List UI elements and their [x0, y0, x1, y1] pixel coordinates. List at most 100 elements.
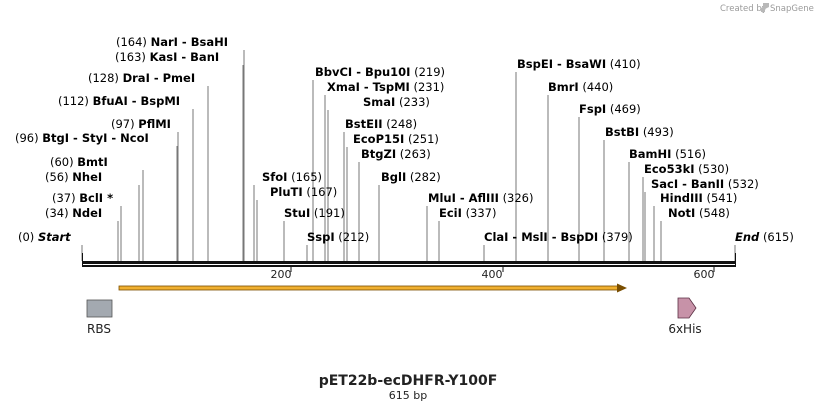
site-label-hindiii: HindIII (541)	[660, 191, 737, 205]
site-position: (541)	[706, 191, 737, 205]
site-position: (493)	[643, 125, 674, 139]
site-name: End	[735, 230, 760, 244]
site-label-bstbi: BstBI (493)	[605, 125, 674, 139]
site-label-bfuai: (112) BfuAI - BspMI	[58, 94, 180, 108]
orf-arrowhead-icon	[617, 283, 627, 293]
site-label-nari: (164) NarI - BsaHI	[116, 35, 228, 49]
site-name: StuI	[284, 206, 310, 220]
site-name: BmrI	[548, 80, 579, 94]
snapgene-logo-icon	[761, 3, 769, 12]
site-name: BclI *	[79, 191, 113, 205]
site-position: (410)	[610, 57, 641, 71]
site-label-nhei: (56) NheI	[45, 170, 102, 184]
site-label-start: (0) Start	[18, 230, 71, 244]
feature-6xhis: 6xHis	[668, 297, 702, 336]
site-label-sspi: SspI (212)	[307, 230, 369, 244]
ruler: 200 400 600	[271, 267, 715, 281]
site-name: BtgI - StyI - NcoI	[42, 131, 149, 145]
his-tag-arrow-icon	[677, 297, 697, 319]
site-label-stui: StuI (191)	[284, 206, 345, 220]
end-end-mark	[735, 253, 736, 267]
site-name: BglI	[381, 170, 406, 184]
site-position: (56)	[45, 170, 69, 184]
site-label-bmti: (60) BmtI	[50, 155, 108, 169]
site-label-ndei: (34) NdeI	[45, 206, 102, 220]
site-label-smai: SmaI (233)	[363, 95, 430, 109]
site-name: HindIII	[660, 191, 703, 205]
site-name: Start	[38, 230, 71, 244]
site-name: XmaI - TspMI	[327, 80, 410, 94]
site-position: (231)	[413, 80, 444, 94]
site-position: (469)	[610, 102, 641, 116]
site-label-fspi: FspI (469)	[579, 102, 641, 116]
forward-strand	[82, 261, 736, 264]
site-position: (251)	[408, 132, 439, 146]
site-name: NdeI	[72, 206, 102, 220]
rbs-label: RBS	[87, 322, 111, 336]
site-position: (128)	[88, 71, 119, 85]
site-position: (615)	[763, 230, 794, 244]
site-label-drai: (128) DraI - PmeI	[88, 71, 195, 85]
credit-prefix: Created by	[720, 4, 767, 14]
credit-brand: SnapGene	[770, 4, 814, 14]
ruler-label-600: 600	[694, 268, 715, 281]
site-label-bmri: BmrI (440)	[548, 80, 613, 94]
site-position: (326)	[503, 191, 534, 205]
site-label-mlui: MluI - AflIII (326)	[428, 191, 534, 205]
site-leader-lines	[81, 50, 736, 261]
site-position: (164)	[116, 35, 147, 49]
site-position: (112)	[58, 94, 89, 108]
site-name: EcoP15I	[353, 132, 404, 146]
site-position: (163)	[115, 50, 146, 64]
rbs-box	[86, 299, 113, 318]
site-label-clai: ClaI - MslI - BspDI (379)	[484, 230, 633, 244]
site-label-kasi: (163) KasI - BanI	[115, 50, 219, 64]
plasmid-length: 615 bp	[389, 389, 427, 402]
site-label-bamhi: BamHI (516)	[629, 147, 706, 161]
his-tag-label: 6xHis	[668, 322, 701, 336]
site-name: BstEII	[345, 117, 383, 131]
site-name: KasI - BanI	[150, 50, 220, 64]
site-position: (212)	[338, 230, 369, 244]
site-position: (165)	[291, 170, 322, 184]
site-name: NotI	[668, 206, 695, 220]
site-position: (97)	[111, 117, 135, 131]
site-position: (37)	[52, 191, 76, 205]
site-name: DraI - PmeI	[123, 71, 196, 85]
ruler-label-400: 400	[482, 268, 503, 281]
site-name: EciI	[439, 206, 462, 220]
site-label-btgzi: BtgZI (263)	[361, 147, 431, 161]
site-label-ecii: EciI (337)	[439, 206, 497, 220]
site-position: (532)	[728, 177, 759, 191]
site-position: (440)	[582, 80, 613, 94]
reverse-strand	[82, 265, 736, 267]
site-name: BfuAI - BspMI	[93, 94, 180, 108]
site-name: PflMI	[138, 117, 171, 131]
sequence-backbone	[82, 253, 736, 267]
orf-bar	[118, 285, 620, 291]
site-label-pluti: PluTI (167)	[270, 185, 337, 199]
site-label-ecop15i: EcoP15I (251)	[353, 132, 439, 146]
feature-rbs: RBS	[86, 299, 113, 336]
site-label-xmai: XmaI - TspMI (231)	[327, 80, 444, 94]
site-name: BbvCI - Bpu10I	[315, 65, 410, 79]
site-label-noti: NotI (548)	[668, 206, 730, 220]
site-position: (34)	[45, 206, 69, 220]
feature-orf-arrow	[118, 283, 627, 293]
site-label-bsteii: BstEII (248)	[345, 117, 417, 131]
site-name: SmaI	[363, 95, 395, 109]
site-name: BspEI - BsaWI	[517, 57, 606, 71]
ruler-label-200: 200	[271, 268, 292, 281]
site-label-sfoi: SfoI (165)	[262, 170, 322, 184]
site-name: NheI	[72, 170, 102, 184]
site-position: (282)	[410, 170, 441, 184]
site-name: ClaI - MslI - BspDI	[484, 230, 598, 244]
site-name: MluI - AflIII	[428, 191, 499, 205]
site-position: (96)	[15, 131, 39, 145]
site-position: (516)	[675, 147, 706, 161]
site-label-bgli: BglI (282)	[381, 170, 441, 184]
site-labels: (0) Start(34) NdeI(37) BclI *(56) NheI(6…	[15, 35, 794, 244]
site-name: SacI - BanII	[651, 177, 724, 191]
site-name: Eco53kI	[644, 162, 695, 176]
